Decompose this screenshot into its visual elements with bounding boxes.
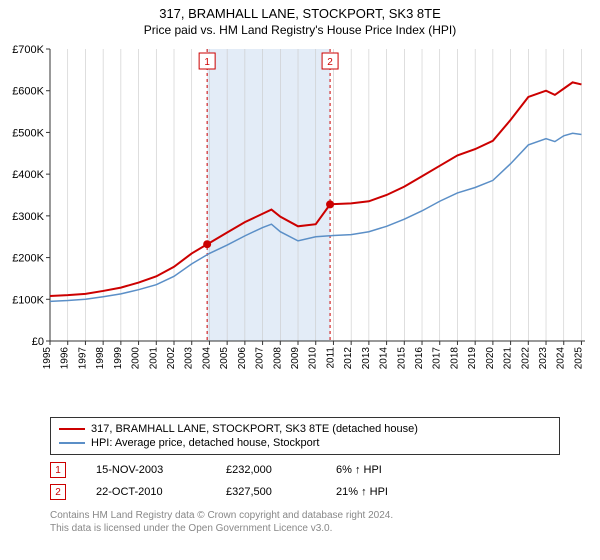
- footer-line: Contains HM Land Registry data © Crown c…: [50, 509, 560, 522]
- svg-text:2020: 2020: [485, 347, 496, 370]
- chart-area: £0 £100K £200K £300K £400K £500K £600K £700K 199…: [0, 41, 600, 411]
- legend-swatch-icon: [59, 428, 85, 430]
- svg-text:2002: 2002: [166, 347, 177, 370]
- svg-text:2004: 2004: [201, 347, 212, 370]
- svg-text:£100K: £100K: [12, 294, 44, 306]
- event-row: 2 22-OCT-2010 £327,500 21% ↑ HPI: [50, 481, 560, 503]
- svg-text:2008: 2008: [272, 347, 283, 370]
- svg-text:2011: 2011: [325, 347, 336, 369]
- svg-text:2012: 2012: [343, 347, 354, 370]
- svg-text:2005: 2005: [219, 347, 230, 370]
- chart-subtitle: Price paid vs. HM Land Registry's House …: [0, 21, 600, 41]
- svg-text:1: 1: [204, 57, 210, 68]
- svg-text:£0: £0: [32, 336, 44, 348]
- event-row: 1 15-NOV-2003 £232,000 6% ↑ HPI: [50, 459, 560, 481]
- svg-text:2009: 2009: [290, 347, 301, 370]
- svg-text:2016: 2016: [414, 347, 425, 370]
- svg-text:2021: 2021: [503, 347, 514, 370]
- legend: 317, BRAMHALL LANE, STOCKPORT, SK3 8TE (…: [50, 417, 560, 455]
- event-date: 22-OCT-2010: [96, 486, 196, 498]
- svg-text:£300K: £300K: [12, 211, 44, 223]
- svg-text:2018: 2018: [449, 347, 460, 370]
- svg-text:1998: 1998: [95, 347, 106, 370]
- svg-text:1997: 1997: [77, 347, 88, 370]
- svg-text:£200K: £200K: [12, 253, 44, 265]
- event-badge-icon: 1: [50, 462, 66, 478]
- event-badge-icon: 2: [50, 484, 66, 500]
- svg-text:2022: 2022: [520, 347, 531, 370]
- event-delta: 6% ↑ HPI: [336, 464, 382, 476]
- event-price: £327,500: [226, 486, 306, 498]
- footer-line: This data is licensed under the Open Gov…: [50, 522, 560, 535]
- event-date: 15-NOV-2003: [96, 464, 196, 476]
- svg-text:2006: 2006: [237, 347, 248, 370]
- legend-label: 317, BRAMHALL LANE, STOCKPORT, SK3 8TE (…: [91, 423, 418, 435]
- svg-text:1999: 1999: [113, 347, 124, 370]
- svg-text:2003: 2003: [184, 347, 195, 370]
- svg-text:1995: 1995: [42, 347, 53, 370]
- legend-label: HPI: Average price, detached house, Stoc…: [91, 437, 320, 449]
- svg-text:2000: 2000: [131, 347, 142, 370]
- svg-text:2: 2: [327, 57, 333, 68]
- svg-text:2010: 2010: [308, 347, 319, 370]
- event-table: 1 15-NOV-2003 £232,000 6% ↑ HPI 2 22-OCT…: [50, 459, 560, 503]
- event-delta: 21% ↑ HPI: [336, 486, 388, 498]
- chart-title: 317, BRAMHALL LANE, STOCKPORT, SK3 8TE: [0, 0, 600, 21]
- svg-text:2025: 2025: [573, 347, 584, 370]
- svg-text:2007: 2007: [255, 347, 266, 370]
- legend-swatch-icon: [59, 442, 85, 444]
- event-price: £232,000: [226, 464, 306, 476]
- svg-text:£700K: £700K: [12, 44, 44, 56]
- legend-item: HPI: Average price, detached house, Stoc…: [59, 436, 551, 450]
- svg-text:2013: 2013: [361, 347, 372, 370]
- svg-text:2014: 2014: [379, 347, 390, 370]
- svg-text:£500K: £500K: [12, 127, 44, 139]
- svg-text:2023: 2023: [538, 347, 549, 370]
- svg-text:2024: 2024: [556, 347, 567, 370]
- svg-text:2001: 2001: [148, 347, 159, 370]
- legend-item: 317, BRAMHALL LANE, STOCKPORT, SK3 8TE (…: [59, 422, 551, 436]
- line-chart-svg: £0 £100K £200K £300K £400K £500K £600K £700K 199…: [0, 41, 600, 411]
- svg-text:2017: 2017: [432, 347, 443, 370]
- footer-attribution: Contains HM Land Registry data © Crown c…: [50, 509, 560, 535]
- svg-text:1996: 1996: [60, 347, 71, 370]
- svg-text:£600K: £600K: [12, 86, 44, 98]
- svg-text:2019: 2019: [467, 347, 478, 370]
- svg-text:£400K: £400K: [12, 169, 44, 181]
- svg-text:2015: 2015: [396, 347, 407, 370]
